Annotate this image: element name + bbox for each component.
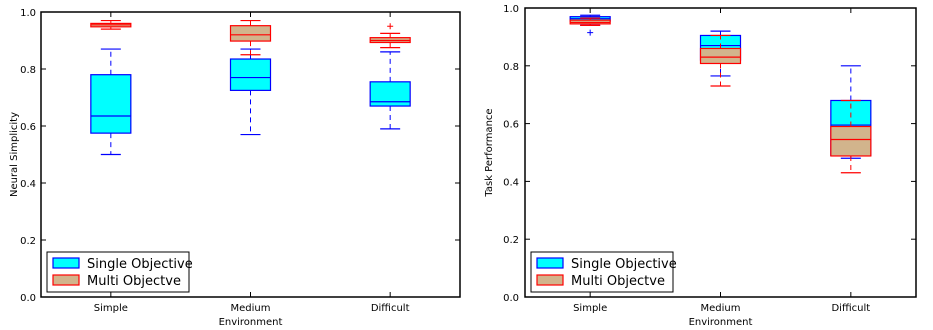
- plot-frame: [524, 7, 917, 298]
- y-tick-label: 0.4: [503, 177, 519, 188]
- legend-swatch: [52, 274, 80, 286]
- x-axis-label: Environment: [219, 317, 283, 328]
- y-tick-label: 0.0: [20, 293, 36, 304]
- legend-label: Single Objective: [87, 257, 193, 272]
- box-single-objective-medium: [229, 48, 272, 136]
- box: [229, 25, 272, 42]
- legend-swatch: [536, 274, 564, 286]
- x-axis-label: Environment: [689, 317, 753, 328]
- box: [229, 58, 272, 91]
- neural-simplicity-chart: 0.0 0.2 0.4 0.6 0.8 1.0 Simple Medium Difficult E…: [9, 8, 461, 328]
- box-single-objective-simple: [90, 48, 132, 156]
- y-tick-label: 1.0: [503, 4, 519, 15]
- legend: Single Objective Multi Objectve: [530, 251, 677, 293]
- box-multi-objectve-difficult: [369, 23, 411, 49]
- box-multi-objectve-simple: [90, 19, 132, 30]
- y-tick-label: 0.8: [503, 62, 519, 73]
- box: [369, 81, 411, 107]
- x-tick-label: Difficult: [831, 303, 870, 314]
- task-performance-chart: 0.0 0.2 0.4 0.6 0.8 1.0 Simple Medium Difficult E…: [484, 4, 917, 328]
- box-multi-objectve-difficult: [830, 99, 872, 174]
- box-multi-objectve-simple: [569, 17, 611, 26]
- y-tick-label: 0.6: [20, 122, 36, 133]
- legend-label: Multi Objectve: [87, 274, 181, 289]
- x-tick-label: Simple: [573, 303, 607, 314]
- x-tick-label: Simple: [94, 303, 128, 314]
- box-multi-objectve-medium: [229, 19, 272, 56]
- legend-swatch: [536, 257, 564, 269]
- x-tick-label: Medium: [701, 303, 741, 314]
- box: [90, 74, 132, 134]
- y-tick-label: 0.4: [20, 179, 36, 190]
- y-axis-label: Neural Simplicity: [9, 112, 20, 197]
- y-tick-label: 0.0: [503, 293, 519, 304]
- box-single-objective-difficult: [369, 51, 411, 130]
- y-tick-label: 0.2: [503, 235, 519, 246]
- legend-label: Single Objective: [571, 257, 677, 272]
- y-tick-label: 0.8: [20, 65, 36, 76]
- flier-marker: [387, 23, 394, 30]
- box: [699, 47, 742, 65]
- y-axis-label: Task Performance: [484, 108, 495, 197]
- y-tick-label: 0.6: [503, 120, 519, 131]
- y-tick-label: 1.0: [20, 8, 36, 19]
- legend-swatch: [52, 257, 80, 269]
- legend-label: Multi Objectve: [571, 274, 665, 289]
- legend: Single Objective Multi Objectve: [46, 251, 193, 293]
- y-tick-label: 0.2: [20, 236, 36, 247]
- box-multi-objectve-medium: [699, 34, 742, 87]
- flier-marker: [587, 29, 594, 36]
- x-tick-label: Medium: [231, 303, 271, 314]
- plot-frame: [40, 11, 461, 298]
- x-tick-label: Difficult: [371, 303, 410, 314]
- box: [830, 125, 872, 157]
